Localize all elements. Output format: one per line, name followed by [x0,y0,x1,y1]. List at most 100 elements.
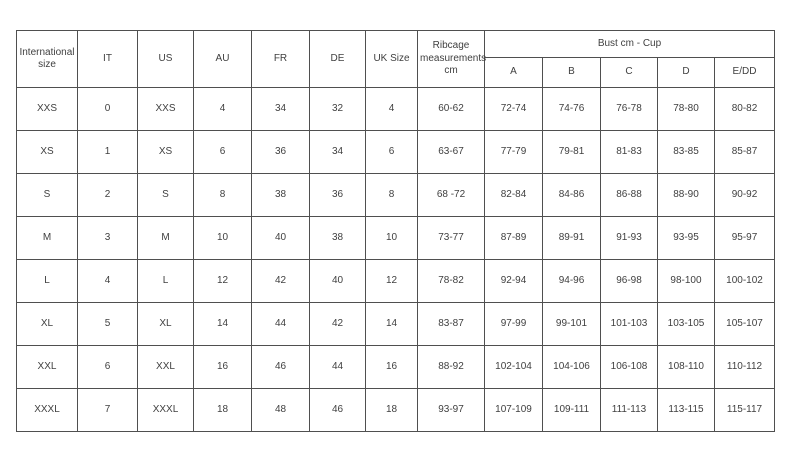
table-cell: 82-84 [484,173,543,217]
table-cell: 101-103 [600,302,658,346]
table-cell: 36 [251,130,310,174]
header-row-top: International size IT US AU FR DE UK Siz… [16,30,775,88]
header-cell-cup-b: B [542,57,601,88]
table-cell: 7 [77,388,138,432]
table-row: XS 1 XS 6 36 34 6 63-67 77-79 79-81 81-83 83-85 85-8… [16,130,775,174]
header-cell-de: DE [309,30,366,88]
table-cell: 38 [251,173,310,217]
table-cell: 99-101 [542,302,601,346]
table-cell: 44 [251,302,310,346]
table-row: XXS 0 XXS 4 34 32 4 60-62 72-74 74-76 76-78 78-80 80… [16,87,775,131]
table-cell: 34 [251,87,310,131]
table-cell: 16 [193,345,252,389]
table-cell: 104-106 [542,345,601,389]
table-cell: XXXL [16,388,78,432]
table-cell: 10 [365,216,418,260]
header-cell-cup-c: C [600,57,658,88]
table-row: M 3 M 10 40 38 10 73-77 87-89 89-91 91-93 93-95 95-9… [16,216,775,260]
table-cell: 102-104 [484,345,543,389]
table-cell: 76-78 [600,87,658,131]
table-cell: 103-105 [657,302,715,346]
table-cell: 38 [309,216,366,260]
header-cell-fr: FR [251,30,310,88]
table-cell: 36 [309,173,366,217]
table-cell: M [16,216,78,260]
table-cell: 83-87 [417,302,485,346]
table-cell: 4 [365,87,418,131]
table-cell: 93-97 [417,388,485,432]
table-cell: 8 [365,173,418,217]
table-cell: 73-77 [417,216,485,260]
table-cell: 111-113 [600,388,658,432]
table-row: XXXL 7 XXXL 18 48 46 18 93-97 107-109 109-111 111-… [16,388,775,432]
header-cell-international-size: International size [16,30,78,88]
table-row: L 4 L 12 42 40 12 78-82 92-94 94-96 96-98 98-100 100… [16,259,775,303]
table-cell: 81-83 [600,130,658,174]
table-cell: XXL [16,345,78,389]
table-cell: 78-80 [657,87,715,131]
table-cell: 97-99 [484,302,543,346]
header-cell-cup-a: A [484,57,543,88]
table-cell: 44 [309,345,366,389]
table-cell: XS [137,130,194,174]
table-cell: 6 [77,345,138,389]
table-cell: 80-82 [714,87,775,131]
table-cell: 90-92 [714,173,775,217]
table-cell: 3 [77,216,138,260]
table-cell: 68 -72 [417,173,485,217]
table-cell: XL [137,302,194,346]
table-cell: 16 [365,345,418,389]
table-cell: 79-81 [542,130,601,174]
table-cell: 105-107 [714,302,775,346]
table-cell: 12 [365,259,418,303]
table-cell: 115-117 [714,388,775,432]
table-cell: 87-89 [484,216,543,260]
table-cell: 60-62 [417,87,485,131]
table-cell: XXS [137,87,194,131]
table-cell: XXXL [137,388,194,432]
table-cell: 88-92 [417,345,485,389]
table-cell: 95-97 [714,216,775,260]
table-row: S 2 S 8 38 36 8 68 -72 82-84 84-86 86-88 88-90 90-92 [16,173,775,217]
table-cell: 4 [77,259,138,303]
header-cell-uk-size: UK Size [365,30,418,88]
table-cell: 4 [193,87,252,131]
table-cell: 32 [309,87,366,131]
table-cell: 5 [77,302,138,346]
table-cell: 100-102 [714,259,775,303]
table-cell: 10 [193,216,252,260]
table-cell: XL [16,302,78,346]
table-cell: 94-96 [542,259,601,303]
table-cell: 18 [193,388,252,432]
table-body: XXS 0 XXS 4 34 32 4 60-62 72-74 74-76 76-78 78-80 80… [16,87,775,432]
size-chart-table: International size IT US AU FR DE UK Siz… [16,30,775,432]
table-cell: 85-87 [714,130,775,174]
table-cell: 109-111 [542,388,601,432]
table-cell: 42 [309,302,366,346]
table-cell: 2 [77,173,138,217]
table-cell: 93-95 [657,216,715,260]
table-row: XL 5 XL 14 44 42 14 83-87 97-99 99-101 101-103 103-… [16,302,775,346]
table-cell: S [16,173,78,217]
table-cell: 48 [251,388,310,432]
table-cell: 110-112 [714,345,775,389]
header-cell-cup-edd: E/DD [714,57,775,88]
table-cell: S [137,173,194,217]
table-cell: L [137,259,194,303]
header-cell-it: IT [77,30,138,88]
table-cell: 86-88 [600,173,658,217]
table-cell: 96-98 [600,259,658,303]
table-cell: 46 [309,388,366,432]
table-header: International size IT US AU FR DE UK Siz… [16,30,775,88]
table-cell: 98-100 [657,259,715,303]
table-cell: 72-74 [484,87,543,131]
table-cell: 6 [365,130,418,174]
table-cell: 78-82 [417,259,485,303]
table-row: XXL 6 XXL 16 46 44 16 88-92 102-104 104-106 106-10… [16,345,775,389]
table-cell: 91-93 [600,216,658,260]
table-cell: L [16,259,78,303]
header-cell-ribcage: Ribcage measurements cm [417,30,486,88]
table-cell: 77-79 [484,130,543,174]
table-cell: 42 [251,259,310,303]
